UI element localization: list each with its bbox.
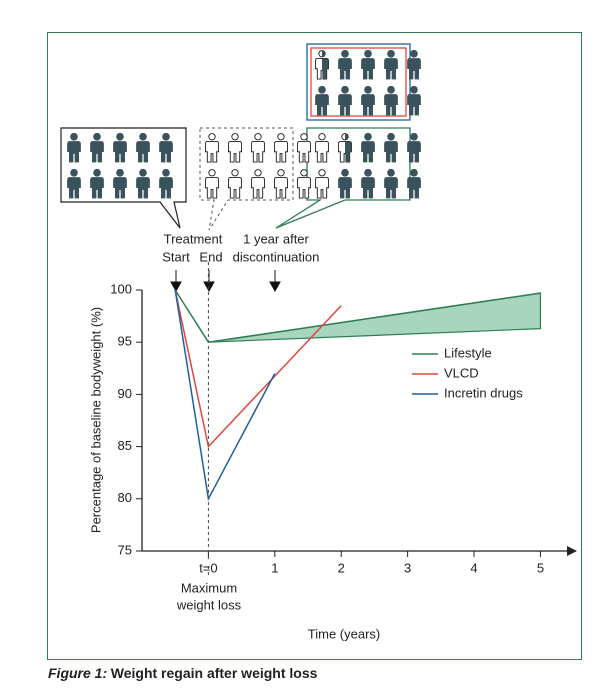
y-tick-label: 75 <box>118 542 132 557</box>
x-tick-label: 5 <box>537 560 544 575</box>
annotation: Start <box>162 249 190 264</box>
annotation: Maximum <box>181 580 237 595</box>
x-tick-label: 4 <box>470 560 477 575</box>
y-tick-label: 90 <box>118 386 132 401</box>
annotation: weight loss <box>176 597 242 612</box>
annotation: 1 year after <box>243 231 309 246</box>
annotation: Treatment <box>164 231 223 246</box>
caption: Figure 1: Weight regain after weight los… <box>48 665 318 681</box>
x-axis-label: Time (years) <box>308 626 380 641</box>
frame <box>47 32 582 660</box>
y-axis-label: Percentage of baseline bodyweight (%) <box>88 307 103 533</box>
caption-text: Weight regain after weight loss <box>111 665 318 681</box>
vlcd-box <box>310 47 407 117</box>
annotation: End <box>199 249 222 264</box>
x-axis-arrow <box>567 546 577 556</box>
legend-label: Incretin drugs <box>444 385 523 400</box>
legend-label: Lifestyle <box>444 345 492 360</box>
series-line <box>174 289 541 344</box>
y-tick-label: 100 <box>110 281 132 296</box>
end-box <box>199 127 294 231</box>
arrows <box>170 270 281 293</box>
x-tick-label: 3 <box>404 560 411 575</box>
y-tick-label: 85 <box>118 438 132 453</box>
legend-label: VLCD <box>444 365 479 380</box>
annotation: discontinuation <box>233 249 320 264</box>
caption-label: Figure 1: <box>48 665 107 681</box>
series-line <box>174 289 342 449</box>
x-tick-label: 2 <box>338 560 345 575</box>
series-line <box>174 289 276 502</box>
y-tick-label: 95 <box>118 334 132 349</box>
x-tick-label: 1 <box>271 560 278 575</box>
y-tick-label: 80 <box>118 490 132 505</box>
